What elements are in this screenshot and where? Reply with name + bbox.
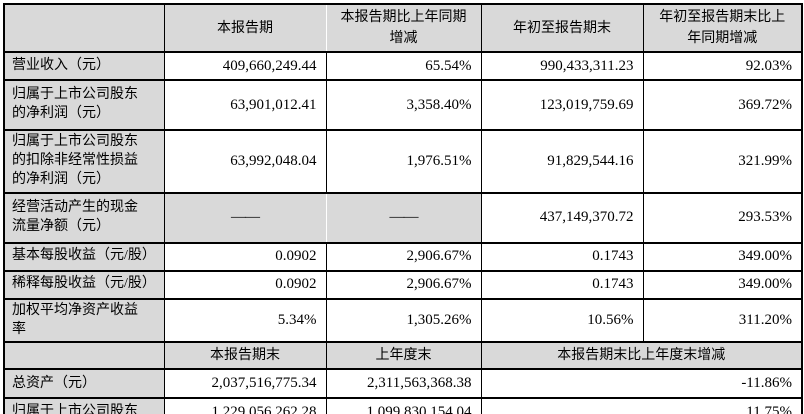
value-cell: 349.00% bbox=[642, 269, 803, 300]
row-label-revenue: 营业收入（元） bbox=[3, 51, 165, 81]
row-label-roe: 加权平均净资产收益 率 bbox=[3, 297, 165, 344]
value-cell: 1,976.51% bbox=[325, 129, 482, 194]
value-cell: 1,229,056,262.28 bbox=[163, 397, 327, 414]
value-cell: 3,358.40% bbox=[325, 79, 482, 131]
value-cell: 63,992,048.04 bbox=[163, 129, 327, 194]
table-row-diluted-eps: 稀释每股收益（元/股） 0.0902 2,906.67% 0.1743 349.… bbox=[3, 269, 803, 300]
header-cell-prior-year-end: 上年度末 bbox=[325, 341, 482, 371]
value-cell: 2,906.67% bbox=[325, 269, 482, 300]
value-cell: 2,906.67% bbox=[325, 241, 482, 272]
header-cell-current-period: 本报告期 bbox=[163, 3, 327, 53]
header-row-period: 本报告期 本报告期比上年同期 增减 年初至报告期末 年初至报告期末比上 年同期增… bbox=[3, 3, 803, 53]
value-cell: 11.75% bbox=[480, 397, 803, 414]
value-cell-dash: —— bbox=[163, 191, 327, 244]
row-label-net-profit: 归属于上市公司股东 的净利润（元） bbox=[3, 79, 165, 131]
row-label-diluted-eps: 稀释每股收益（元/股） bbox=[3, 269, 165, 300]
value-cell: 10.56% bbox=[480, 297, 644, 344]
value-cell: 0.0902 bbox=[163, 241, 327, 272]
table-row-revenue: 营业收入（元） 409,660,249.44 65.54% 990,433,31… bbox=[3, 51, 803, 81]
value-cell: 1,099,830,154.04 bbox=[325, 397, 482, 414]
row-label-net-profit-excl: 归属于上市公司股东 的扣除非经常性损益 的净利润（元） bbox=[3, 129, 165, 194]
header-cell-empty bbox=[3, 341, 165, 371]
table-row-net-profit: 归属于上市公司股东 的净利润（元） 63,901,012.41 3,358.40… bbox=[3, 79, 803, 131]
header-cell-ytd: 年初至报告期末 bbox=[480, 3, 644, 53]
table-row-net-profit-excl-nonrecurring: 归属于上市公司股东 的扣除非经常性损益 的净利润（元） 63,992,048.0… bbox=[3, 129, 803, 194]
value-cell: 409,660,249.44 bbox=[163, 51, 327, 81]
value-cell: 2,037,516,775.34 bbox=[163, 368, 327, 400]
header-cell-empty bbox=[3, 3, 165, 53]
value-cell: 5.34% bbox=[163, 297, 327, 344]
row-label-basic-eps: 基本每股收益（元/股） bbox=[3, 241, 165, 272]
value-cell: 0.1743 bbox=[480, 241, 644, 272]
value-cell: 92.03% bbox=[642, 51, 803, 81]
value-cell: 0.1743 bbox=[480, 269, 644, 300]
value-cell: 1,305.26% bbox=[325, 297, 482, 344]
value-cell: 293.53% bbox=[642, 191, 803, 244]
value-cell: 2,311,563,368.38 bbox=[325, 368, 482, 400]
header-row-period-end: 本报告期末 上年度末 本报告期末比上年度末增减 bbox=[3, 341, 803, 371]
table-row-shareholder-equity: 归属于上市公司股东 1,229,056,262.28 1,099,830,154… bbox=[3, 397, 803, 414]
financial-summary-table: 本报告期 本报告期比上年同期 增减 年初至报告期末 年初至报告期末比上 年同期增… bbox=[3, 3, 803, 414]
value-cell: 349.00% bbox=[642, 241, 803, 272]
value-cell: 91,829,544.16 bbox=[480, 129, 644, 194]
value-cell: 990,433,311.23 bbox=[480, 51, 644, 81]
value-cell: 311.20% bbox=[642, 297, 803, 344]
value-cell: 65.54% bbox=[325, 51, 482, 81]
row-label-cash-flow: 经营活动产生的现金 流量净额（元） bbox=[3, 191, 165, 244]
value-cell-dash: —— bbox=[325, 191, 482, 244]
header-cell-yoy-change: 本报告期比上年同期 增减 bbox=[325, 3, 482, 53]
header-cell-ytd-yoy-change: 年初至报告期末比上 年同期增减 bbox=[642, 3, 803, 53]
value-cell: 369.72% bbox=[642, 79, 803, 131]
value-cell: 123,019,759.69 bbox=[480, 79, 644, 131]
header-cell-change-vs-prior-year-end: 本报告期末比上年度末增减 bbox=[480, 341, 803, 371]
value-cell: 0.0902 bbox=[163, 269, 327, 300]
header-cell-period-end: 本报告期末 bbox=[163, 341, 327, 371]
table-row-total-assets: 总资产（元） 2,037,516,775.34 2,311,563,368.38… bbox=[3, 368, 803, 400]
value-cell: 437,149,370.72 bbox=[480, 191, 644, 244]
row-label-shareholder-equity: 归属于上市公司股东 bbox=[3, 397, 165, 414]
row-label-total-assets: 总资产（元） bbox=[3, 368, 165, 400]
value-cell: -11.86% bbox=[480, 368, 803, 400]
table-row-operating-cash-flow: 经营活动产生的现金 流量净额（元） —— —— 437,149,370.72 2… bbox=[3, 191, 803, 244]
value-cell: 321.99% bbox=[642, 129, 803, 194]
table-row-weighted-avg-roe: 加权平均净资产收益 率 5.34% 1,305.26% 10.56% 311.2… bbox=[3, 297, 803, 344]
table-row-basic-eps: 基本每股收益（元/股） 0.0902 2,906.67% 0.1743 349.… bbox=[3, 241, 803, 272]
value-cell: 63,901,012.41 bbox=[163, 79, 327, 131]
